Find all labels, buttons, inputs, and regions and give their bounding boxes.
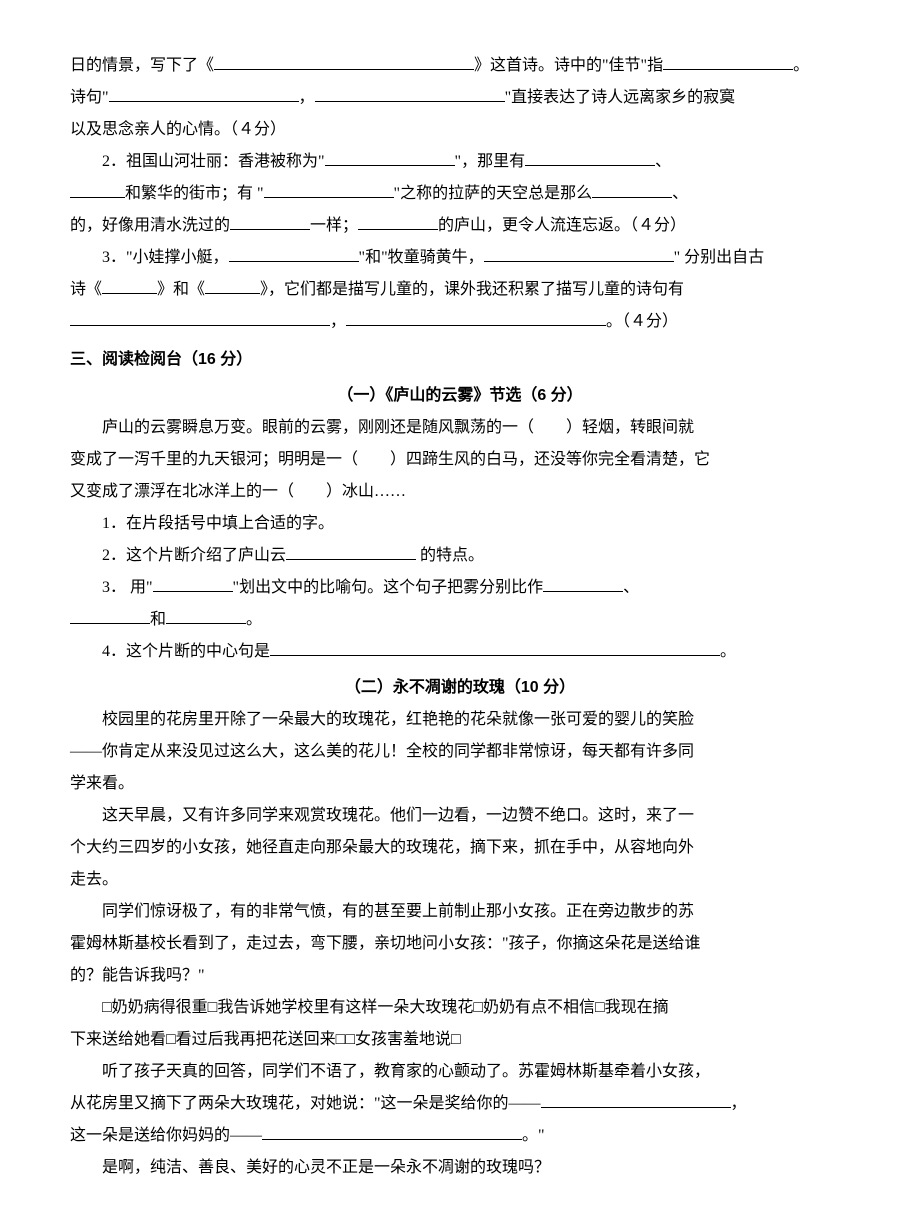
blank[interactable]	[346, 309, 606, 326]
text: 》这首诗。诗中的"佳节"指	[474, 57, 663, 74]
blank[interactable]	[358, 213, 438, 230]
text: "，那里有	[455, 153, 526, 170]
q2-line1: 2．祖国山河壮丽：香港被称为" "，那里有 、	[70, 146, 850, 178]
q3-line1: 3．"小娃撑小艇， "和"牧童骑黄牛， " 分别出自古	[70, 242, 850, 274]
text: 这一朵是送给你妈妈的——	[70, 1127, 262, 1144]
text: "和"牧童骑黄牛，	[359, 249, 484, 266]
text: "直接表达了诗人远离家乡的寂寞	[505, 89, 736, 106]
text: ，	[299, 89, 315, 106]
blank[interactable]	[153, 575, 233, 592]
text: 》和《	[157, 281, 205, 298]
blank[interactable]	[286, 543, 416, 560]
passage-1-line: 庐山的云雾瞬息万变。眼前的云雾，刚刚还是随风飘荡的一（ ）轻烟，转眼间就	[70, 412, 850, 444]
blank[interactable]	[70, 607, 150, 624]
p1-q3-line2: 和。	[70, 604, 850, 636]
passage-1-title: （一）《庐山的云雾》节选（6 分）	[70, 380, 850, 412]
passage-2-title: （二）永不凋谢的玫瑰（10 分）	[70, 672, 850, 704]
passage-1-line: 又变成了漂浮在北冰洋上的一（ ）冰山……	[70, 476, 850, 508]
passage-2-line: 这天早晨，又有许多同学来观赏玫瑰花。他们一边看，一边赞不绝口。这时，来了一	[70, 800, 850, 832]
blank[interactable]	[166, 607, 246, 624]
blank[interactable]	[592, 181, 672, 198]
text: 。	[720, 643, 736, 660]
text: 4．这个片断的中心句是	[102, 643, 270, 660]
blank[interactable]	[270, 639, 530, 656]
text: 3．"小娃撑小艇，	[102, 249, 229, 266]
text: 。	[793, 57, 809, 74]
text: 的庐山，更令人流连忘返。（４分）	[438, 217, 686, 234]
text: 2．这个片断介绍了庐山云	[102, 547, 286, 564]
blank[interactable]	[325, 149, 455, 166]
blank[interactable]	[229, 245, 359, 262]
text: 以及思念亲人的心情。（４分）	[70, 121, 286, 138]
text: 诗句"	[70, 89, 109, 106]
passage-1-line: 变成了一泻千里的九天银河；明明是一（ ）四蹄生风的白马，还没等你完全看清楚，它	[70, 444, 850, 476]
passage-2-line: 听了孩子天真的回答，同学们不语了，教育家的心颤动了。苏霍姆林斯基牵着小女孩，	[70, 1056, 850, 1088]
p1-q3-line1: 3． 用" "划出文中的比喻句。这个句子把雾分别比作 、	[70, 572, 850, 604]
text: 、	[672, 185, 688, 202]
text: ，	[731, 1095, 747, 1112]
passage-2-line: 是啊，纯洁、善良、美好的心灵不正是一朵永不凋谢的玫瑰吗？	[70, 1152, 850, 1184]
text: 。	[246, 611, 262, 628]
text: 。"	[522, 1127, 545, 1144]
p1-q4: 4．这个片断的中心句是 。	[70, 636, 850, 668]
q2-line3: 的，好像用清水洗过的 一样； 的庐山，更令人流连忘返。（４分）	[70, 210, 850, 242]
blank[interactable]	[214, 53, 474, 70]
text: 2．祖国山河壮丽：香港被称为"	[102, 153, 325, 170]
passage-2-line: 霍姆林斯基校长看到了，走过去，弯下腰，亲切地问小女孩："孩子，你摘这朵花是送给谁	[70, 928, 850, 960]
passage-2-line: 从花房里又摘下了两朵大玫瑰花，对她说："这一朵是奖给你的—— ，	[70, 1088, 850, 1120]
text: 一样；	[310, 217, 358, 234]
text: 》，它们都是描写儿童的，课外我还积累了描写儿童的诗句有	[260, 281, 684, 298]
text: 的，好像用清水洗过的	[70, 217, 230, 234]
blank[interactable]	[70, 309, 330, 326]
blank[interactable]	[663, 53, 793, 70]
text: "划出文中的比喻句。这个句子把雾分别比作	[233, 579, 544, 596]
passage-2-line: 下来送给她看□看过后我再把花送回来□□女孩害羞地说□	[70, 1024, 850, 1056]
text: 的特点。	[416, 547, 484, 564]
text: 、	[655, 153, 671, 170]
q2-line2: 和繁华的街市；有 " "之称的拉萨的天空总是那么 、	[70, 178, 850, 210]
text: 诗《	[70, 281, 102, 298]
text: 和繁华的街市；有 "	[125, 185, 264, 202]
blank[interactable]	[262, 1123, 522, 1140]
fill-line-2: 诗句" ， "直接表达了诗人远离家乡的寂寞	[70, 82, 850, 114]
text: ，	[330, 313, 346, 330]
passage-2-line: 这一朵是送给你妈妈的—— 。"	[70, 1120, 850, 1152]
blank[interactable]	[70, 181, 125, 198]
p1-q1: 1．在片段括号中填上合适的字。	[70, 508, 850, 540]
passage-2-line: 校园里的花房里开除了一朵最大的玫瑰花，红艳艳的花朵就像一张可爱的婴儿的笑脸	[70, 704, 850, 736]
blank[interactable]	[484, 245, 674, 262]
blank[interactable]	[264, 181, 394, 198]
blank[interactable]	[230, 213, 310, 230]
section-3-title: 三、阅读检阅台（16 分）	[70, 344, 850, 376]
blank[interactable]	[315, 85, 505, 102]
page: 日的情景，写下了《》这首诗。诗中的"佳节"指。 诗句"，"直接表达了诗人远离家乡…	[0, 0, 920, 1224]
passage-2-line: ——你肯定从来没见过这么大，这么美的花儿！全校的同学都非常惊讶，每天都有许多同	[70, 736, 850, 768]
blank[interactable]	[541, 1091, 731, 1108]
text: "之称的拉萨的天空总是那么	[394, 185, 593, 202]
blank[interactable]	[530, 639, 720, 656]
passage-2-line: 个大约三四岁的小女孩，她径直走向那朵最大的玫瑰花，摘下来，抓在手中，从容地向外	[70, 832, 850, 864]
p1-q2: 2．这个片断介绍了庐山云 的特点。	[70, 540, 850, 572]
text: 、	[623, 579, 639, 596]
text: " 分别出自古	[674, 249, 765, 266]
passage-2-line: 同学们惊讶极了，有的非常气愤，有的甚至要上前制止那小女孩。正在旁边散步的苏	[70, 896, 850, 928]
text: 和	[150, 611, 166, 628]
text: 日的情景，写下了《	[70, 57, 214, 74]
passage-2-line: □奶奶病得很重□我告诉她学校里有这样一朵大玫瑰花□奶奶有点不相信□我现在摘	[70, 992, 850, 1024]
q3-line3: ， 。（４分）	[70, 306, 850, 338]
blank[interactable]	[102, 277, 157, 294]
passage-2-line: 学来看。	[70, 768, 850, 800]
text: 从花房里又摘下了两朵大玫瑰花，对她说："这一朵是奖给你的——	[70, 1095, 541, 1112]
fill-line-3: 以及思念亲人的心情。（４分）	[70, 114, 850, 146]
q3-line2: 诗《 》和《 》，它们都是描写儿童的，课外我还积累了描写儿童的诗句有	[70, 274, 850, 306]
text: 3． 用"	[102, 579, 153, 596]
passage-2-line: 走去。	[70, 864, 850, 896]
blank[interactable]	[543, 575, 623, 592]
fill-line-1: 日的情景，写下了《 》这首诗。诗中的"佳节"指 。	[70, 50, 850, 82]
blank[interactable]	[205, 277, 260, 294]
text: 。（４分）	[606, 313, 678, 330]
passage-2-line: 的？能告诉我吗？"	[70, 960, 850, 992]
blank[interactable]	[525, 149, 655, 166]
blank[interactable]	[109, 85, 299, 102]
